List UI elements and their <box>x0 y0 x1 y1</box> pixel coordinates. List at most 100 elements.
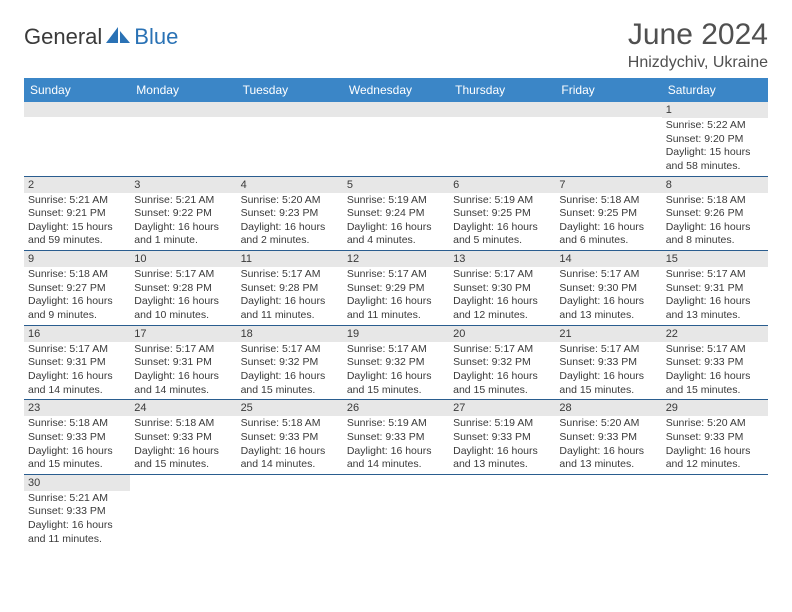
day-number <box>555 475 661 490</box>
calendar-day-cell <box>343 102 449 176</box>
day-number: 22 <box>662 326 768 342</box>
calendar-day-cell: 27Sunrise: 5:19 AMSunset: 9:33 PMDayligh… <box>449 400 555 475</box>
calendar-day-cell: 2Sunrise: 5:21 AMSunset: 9:21 PMDaylight… <box>24 176 130 251</box>
sunset-line: Sunset: 9:29 PM <box>347 282 445 296</box>
day-number: 3 <box>130 177 236 193</box>
day-data: Sunrise: 5:22 AMSunset: 9:20 PMDaylight:… <box>662 118 768 176</box>
day-number: 21 <box>555 326 661 342</box>
logo-sail-icon <box>106 25 132 50</box>
day-data: Sunrise: 5:17 AMSunset: 9:31 PMDaylight:… <box>662 267 768 325</box>
calendar-week-row: 23Sunrise: 5:18 AMSunset: 9:33 PMDayligh… <box>24 400 768 475</box>
sunset-line: Sunset: 9:33 PM <box>134 431 232 445</box>
sunrise-line: Sunrise: 5:18 AM <box>666 194 764 208</box>
sunset-line: Sunset: 9:20 PM <box>666 133 764 147</box>
calendar-day-cell <box>449 102 555 176</box>
sunrise-line: Sunrise: 5:21 AM <box>28 194 126 208</box>
daylight-line: Daylight: 16 hours and 2 minutes. <box>241 221 339 248</box>
calendar-day-cell <box>237 102 343 176</box>
calendar-day-cell <box>130 102 236 176</box>
daylight-line: Daylight: 16 hours and 8 minutes. <box>666 221 764 248</box>
day-number: 20 <box>449 326 555 342</box>
day-number: 19 <box>343 326 449 342</box>
calendar-day-cell: 20Sunrise: 5:17 AMSunset: 9:32 PMDayligh… <box>449 325 555 400</box>
sunrise-line: Sunrise: 5:17 AM <box>666 268 764 282</box>
calendar-day-cell <box>555 102 661 176</box>
sunset-line: Sunset: 9:33 PM <box>28 431 126 445</box>
day-data: Sunrise: 5:21 AMSunset: 9:21 PMDaylight:… <box>24 193 130 251</box>
day-data: Sunrise: 5:18 AMSunset: 9:25 PMDaylight:… <box>555 193 661 251</box>
weekday-header: Monday <box>130 78 236 102</box>
daylight-line: Daylight: 15 hours and 58 minutes. <box>666 146 764 173</box>
calendar-day-cell: 29Sunrise: 5:20 AMSunset: 9:33 PMDayligh… <box>662 400 768 475</box>
day-number: 5 <box>343 177 449 193</box>
calendar-day-cell: 14Sunrise: 5:17 AMSunset: 9:30 PMDayligh… <box>555 251 661 326</box>
calendar-day-cell <box>343 474 449 548</box>
day-number <box>343 475 449 490</box>
sunset-line: Sunset: 9:25 PM <box>559 207 657 221</box>
sunset-line: Sunset: 9:32 PM <box>241 356 339 370</box>
location: Hnizdychiv, Ukraine <box>628 54 768 72</box>
sunset-line: Sunset: 9:33 PM <box>28 505 126 519</box>
sunset-line: Sunset: 9:33 PM <box>241 431 339 445</box>
day-data: Sunrise: 5:18 AMSunset: 9:26 PMDaylight:… <box>662 193 768 251</box>
logo-text-dark: General <box>24 24 102 50</box>
calendar-week-row: 1Sunrise: 5:22 AMSunset: 9:20 PMDaylight… <box>24 102 768 176</box>
sunset-line: Sunset: 9:33 PM <box>666 356 764 370</box>
day-number: 1 <box>662 102 768 118</box>
day-data: Sunrise: 5:17 AMSunset: 9:30 PMDaylight:… <box>555 267 661 325</box>
calendar-day-cell: 10Sunrise: 5:17 AMSunset: 9:28 PMDayligh… <box>130 251 236 326</box>
calendar-day-cell: 16Sunrise: 5:17 AMSunset: 9:31 PMDayligh… <box>24 325 130 400</box>
day-number: 12 <box>343 251 449 267</box>
day-number: 16 <box>24 326 130 342</box>
sunset-line: Sunset: 9:21 PM <box>28 207 126 221</box>
sunrise-line: Sunrise: 5:18 AM <box>28 417 126 431</box>
day-data: Sunrise: 5:20 AMSunset: 9:23 PMDaylight:… <box>237 193 343 251</box>
day-number: 13 <box>449 251 555 267</box>
day-number: 18 <box>237 326 343 342</box>
calendar-day-cell: 5Sunrise: 5:19 AMSunset: 9:24 PMDaylight… <box>343 176 449 251</box>
calendar-day-cell: 25Sunrise: 5:18 AMSunset: 9:33 PMDayligh… <box>237 400 343 475</box>
calendar-day-cell: 13Sunrise: 5:17 AMSunset: 9:30 PMDayligh… <box>449 251 555 326</box>
weekday-header: Thursday <box>449 78 555 102</box>
sunrise-line: Sunrise: 5:17 AM <box>241 343 339 357</box>
calendar-day-cell: 17Sunrise: 5:17 AMSunset: 9:31 PMDayligh… <box>130 325 236 400</box>
daylight-line: Daylight: 16 hours and 11 minutes. <box>241 295 339 322</box>
daylight-line: Daylight: 16 hours and 14 minutes. <box>28 370 126 397</box>
calendar-day-cell: 9Sunrise: 5:18 AMSunset: 9:27 PMDaylight… <box>24 251 130 326</box>
daylight-line: Daylight: 15 hours and 59 minutes. <box>28 221 126 248</box>
sunset-line: Sunset: 9:32 PM <box>453 356 551 370</box>
sunrise-line: Sunrise: 5:17 AM <box>241 268 339 282</box>
daylight-line: Daylight: 16 hours and 10 minutes. <box>134 295 232 322</box>
day-number: 6 <box>449 177 555 193</box>
calendar-day-cell: 6Sunrise: 5:19 AMSunset: 9:25 PMDaylight… <box>449 176 555 251</box>
daylight-line: Daylight: 16 hours and 15 minutes. <box>347 370 445 397</box>
month-title: June 2024 <box>628 18 768 52</box>
day-number <box>130 102 236 117</box>
day-number: 2 <box>24 177 130 193</box>
calendar-week-row: 30Sunrise: 5:21 AMSunset: 9:33 PMDayligh… <box>24 474 768 548</box>
sunset-line: Sunset: 9:28 PM <box>134 282 232 296</box>
day-data: Sunrise: 5:21 AMSunset: 9:22 PMDaylight:… <box>130 193 236 251</box>
day-data: Sunrise: 5:20 AMSunset: 9:33 PMDaylight:… <box>555 416 661 474</box>
sunrise-line: Sunrise: 5:18 AM <box>28 268 126 282</box>
day-number: 24 <box>130 400 236 416</box>
day-number: 4 <box>237 177 343 193</box>
weekday-header: Friday <box>555 78 661 102</box>
daylight-line: Daylight: 16 hours and 12 minutes. <box>453 295 551 322</box>
sunset-line: Sunset: 9:26 PM <box>666 207 764 221</box>
calendar-day-cell <box>24 102 130 176</box>
day-number <box>130 475 236 490</box>
sunrise-line: Sunrise: 5:17 AM <box>453 268 551 282</box>
daylight-line: Daylight: 16 hours and 13 minutes. <box>559 295 657 322</box>
day-number <box>555 102 661 117</box>
sunrise-line: Sunrise: 5:18 AM <box>134 417 232 431</box>
day-number: 25 <box>237 400 343 416</box>
weekday-header: Wednesday <box>343 78 449 102</box>
sunrise-line: Sunrise: 5:19 AM <box>453 417 551 431</box>
calendar-day-cell <box>237 474 343 548</box>
sunset-line: Sunset: 9:32 PM <box>347 356 445 370</box>
calendar-body: 1Sunrise: 5:22 AMSunset: 9:20 PMDaylight… <box>24 102 768 548</box>
daylight-line: Daylight: 16 hours and 11 minutes. <box>347 295 445 322</box>
day-number <box>237 102 343 117</box>
day-number: 15 <box>662 251 768 267</box>
